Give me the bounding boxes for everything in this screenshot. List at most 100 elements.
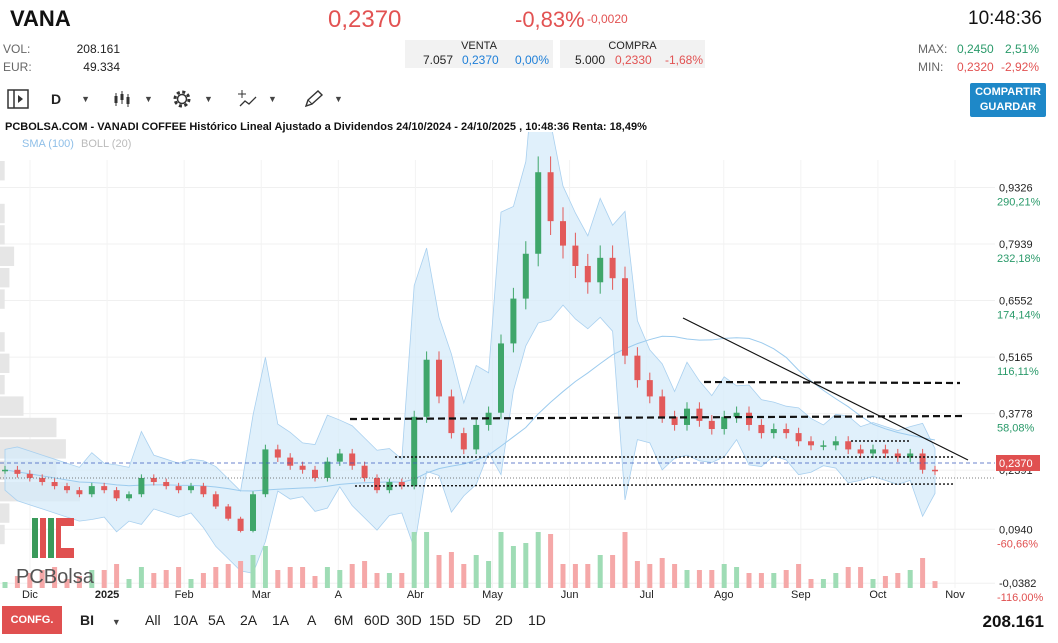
chart-title: PCBOLSA.COM - VANADI COFFEE Histórico Li… [5,121,647,133]
max-percent: 2,51% [1005,42,1040,56]
candle-body [423,359,430,417]
volume-bar [101,570,107,588]
period-60d[interactable]: 60D [364,612,390,628]
candle-body [64,486,70,491]
chevron-down-icon: ▼ [81,94,91,104]
period-5a[interactable]: 5A [208,612,226,628]
volume-profile-bar [0,332,5,352]
period-15d[interactable]: 15D [429,612,455,628]
candle-body [26,473,33,478]
volume-bar [610,555,616,588]
volume-bar [622,532,628,588]
candle-body [200,486,207,495]
gear-icon [173,90,191,108]
panel-toggle-button[interactable] [6,88,30,110]
price-chart[interactable]: 0,9326 290,21% 0,7939 232,18% 0,6552 174,14% 0… [0,132,1058,602]
volume-bar [746,573,752,588]
volume-profile-bar [0,503,10,523]
volume-bar [213,567,219,588]
share-label: COMPARTIR [975,86,1041,98]
last-price-tag-label: 0,2370 [999,458,1033,470]
config-button[interactable]: CONFG. [2,606,62,634]
volume-profile-bar [0,417,57,438]
y-axis: 0,9326 290,21% 0,7939 232,18% 0,6552 174,14% 0… [997,182,1043,602]
candle-body [448,396,455,434]
settings-button[interactable]: ▼ [170,88,213,110]
volume-bar [411,532,417,588]
x-tick-label: 2025 [95,589,119,601]
candle-body [832,441,839,446]
volume-bar [858,567,864,588]
x-tick-label: Jun [561,589,579,601]
buy-price: 0,2330 [615,53,652,67]
volume-value: 208.161 [76,42,120,56]
y-tick-label: 0,6552 [999,296,1033,308]
volume-bar [151,573,157,588]
volume-bar [721,564,727,588]
chart-type-select[interactable]: ▼ [112,88,153,110]
volume-label: VOL: [3,42,31,56]
period-all[interactable]: All [145,612,161,628]
volume-bar [14,576,20,588]
x-tick-label: May [482,589,503,601]
candle-body [2,469,8,472]
panel-toggle-icon [7,89,29,109]
volume-bar [498,532,504,588]
period-6m[interactable]: 6M [334,612,354,628]
volume-bar [126,579,132,588]
period-2d[interactable]: 2D [495,612,513,628]
candle-body [522,253,529,299]
candle-body [312,469,318,478]
volume-bar [52,567,58,588]
pcbolsa-logo: PCBolsa [16,518,95,588]
candle-body [820,445,827,447]
period-5d[interactable]: 5D [463,612,481,628]
candle-body [274,449,281,458]
drawing-tools-button[interactable]: ▼ [302,88,343,110]
volume-total: 208.161 [982,612,1044,631]
interval-select[interactable]: D ▼ [51,88,90,110]
period-1d[interactable]: 1D [528,612,546,628]
volume-bar [225,564,231,588]
candle-body [547,172,554,222]
candle-body [126,494,132,499]
volume-bar [89,570,95,588]
volume-bar [461,564,467,588]
candle-body [758,424,765,434]
candle-body [473,424,480,450]
volume-profile-bar [0,524,5,545]
period-2a[interactable]: 2A [240,612,258,628]
volume-bar [39,570,45,588]
period-30d[interactable]: 30D [396,612,422,628]
volume-bar [27,573,33,588]
period-10a[interactable]: 10A [173,612,198,628]
indicators-button[interactable]: ▼ [236,88,277,110]
candle-body [88,486,95,495]
x-tick-label: Abr [407,589,424,601]
sell-box [405,40,553,68]
share-save-button[interactable]: COMPARTIR GUARDAR [970,83,1046,117]
period-1a[interactable]: 1A [272,612,290,628]
candle-body [808,441,814,446]
candle-body [932,469,938,472]
volume-bar [114,564,120,588]
candle-body [733,412,740,417]
x-tick-label: A [335,589,343,601]
candle-body [361,465,368,478]
legend-boll: BOLL (20) [81,138,132,150]
volume-bar [796,564,802,588]
volume-bar [424,532,430,588]
resistance-line [349,414,967,421]
candle-body [250,494,256,531]
candle-body [671,416,678,425]
candle-body [894,453,901,458]
scale-select[interactable]: BI ▼ [80,612,121,628]
x-tick-label: Dic [22,589,38,601]
volume-bar [820,579,826,588]
volume-bar [312,576,318,588]
y-tick-percent: -60,66% [997,538,1038,550]
volume-bar [597,555,603,588]
candle-body [646,380,653,397]
period-a[interactable]: A [307,612,317,628]
candle-body [76,490,83,495]
